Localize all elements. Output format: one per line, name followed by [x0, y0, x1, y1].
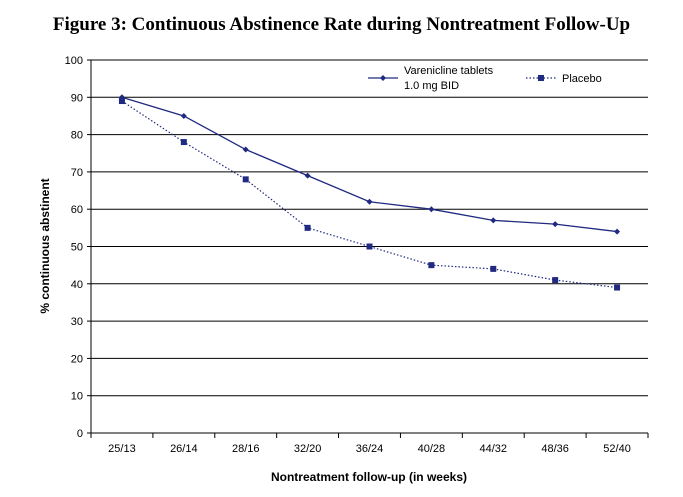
x-tick-label-32-20: 32/20 — [294, 443, 322, 455]
chart-title: Figure 3: Continuous Abstinence Rate dur… — [52, 14, 631, 35]
x-tick-label-36-24: 36/24 — [356, 443, 384, 455]
y-tick-label-90: 90 — [71, 92, 83, 104]
series-varenicline-point-36-24 — [366, 198, 373, 205]
y-axis-label: % continuous abstinent — [38, 178, 52, 313]
legend-varenicline-label-line1: Varenicline tablets — [404, 65, 494, 77]
y-tick-label-100: 100 — [65, 55, 83, 67]
series-varenicline-point-52-40 — [614, 228, 621, 235]
legend-placebo-label: Placebo — [562, 73, 602, 85]
legend-varenicline-marker — [380, 75, 386, 81]
x-tick-label-25-13: 25/13 — [108, 443, 136, 455]
y-tick-label-60: 60 — [71, 204, 83, 216]
series-placebo-point-48-36 — [552, 277, 559, 284]
x-tick-label-52-40: 52/40 — [603, 443, 631, 455]
y-tick-label-0: 0 — [77, 428, 83, 440]
y-tick-label-40: 40 — [71, 279, 83, 291]
series-placebo-point-52-40 — [614, 284, 621, 291]
series-placebo-point-32-20 — [304, 224, 311, 231]
x-tick-label-26-14: 26/14 — [170, 443, 198, 455]
x-tick-label-28-16: 28/16 — [232, 443, 260, 455]
series-varenicline-point-40-28 — [428, 206, 435, 213]
series-placebo-point-25-13 — [118, 98, 125, 105]
y-tick-label-50: 50 — [71, 242, 83, 254]
series-placebo-point-28-16 — [242, 176, 249, 183]
series-varenicline-point-28-16 — [242, 146, 249, 153]
x-tick-label-40-28: 40/28 — [418, 443, 446, 455]
x-axis-label: Nontreatment follow-up (in weeks) — [271, 470, 467, 484]
series-placebo-point-44-32 — [490, 265, 497, 272]
y-tick-label-10: 10 — [71, 391, 83, 403]
x-tick-label-48-36: 48/36 — [541, 443, 569, 455]
series-placebo-line — [121, 100, 618, 289]
legend-placebo-marker — [538, 75, 544, 81]
series-varenicline-point-26-14 — [180, 112, 187, 119]
legend-varenicline-label-line2: 1.0 mg BID — [404, 80, 459, 92]
series-varenicline-point-32-20 — [304, 172, 311, 179]
series-varenicline-point-44-32 — [490, 217, 497, 224]
series-varenicline-line — [121, 96, 618, 233]
x-tick-label-44-32: 44/32 — [480, 443, 508, 455]
y-tick-label-20: 20 — [71, 353, 83, 365]
series-placebo-point-40-28 — [428, 262, 435, 269]
y-tick-label-70: 70 — [71, 167, 83, 179]
series-varenicline-point-48-36 — [552, 221, 559, 228]
y-tick-label-80: 80 — [71, 130, 83, 142]
series-placebo-point-36-24 — [366, 243, 373, 250]
series-placebo-point-26-14 — [180, 139, 187, 146]
y-tick-label-30: 30 — [71, 316, 83, 328]
